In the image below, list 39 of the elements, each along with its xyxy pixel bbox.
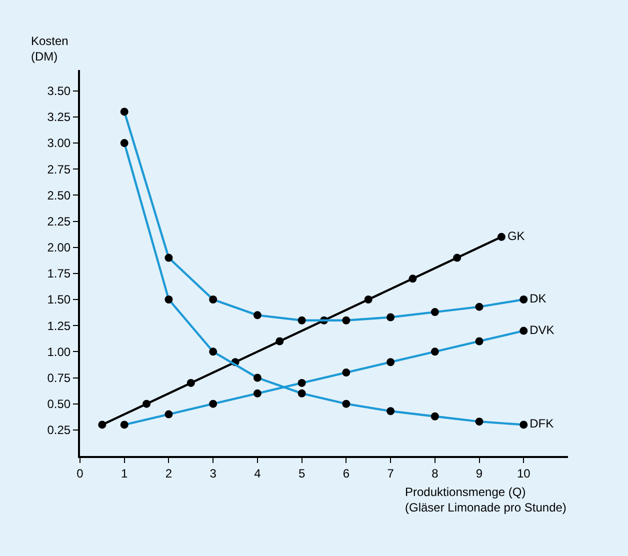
point: [142, 400, 151, 408]
x-tick-label: 0: [76, 466, 84, 480]
x-tick-label: 10: [516, 466, 531, 480]
y-tick-label: 1.00: [47, 344, 71, 359]
series-label: DVK: [530, 322, 554, 337]
series-label: GK: [507, 228, 525, 243]
point: [276, 337, 284, 346]
y-axis-title: Kosten (DM): [31, 34, 68, 64]
x-tick-label: 4: [254, 466, 262, 480]
point: [408, 274, 417, 283]
x-tick-label: 8: [432, 466, 439, 480]
point: [98, 420, 106, 429]
x-tick-label: 2: [165, 466, 172, 480]
y-tick-label: 0.50: [47, 397, 71, 412]
x-tick-label: 1: [121, 466, 128, 480]
y-tick-label: 2.00: [47, 240, 71, 255]
x-tick-label: 9: [476, 466, 483, 480]
point: [497, 232, 506, 241]
y-tick-label: 1.50: [47, 292, 71, 307]
y-tick-label: 1.25: [47, 318, 71, 333]
y-tick-label: 2.25: [47, 214, 71, 228]
y-tick-label: 3.00: [47, 136, 71, 150]
point: [186, 378, 195, 387]
x-tick-label: 3: [210, 466, 217, 480]
point: [453, 254, 462, 262]
y-tick-label: 0.75: [47, 370, 71, 385]
y-tick-label: 3.50: [47, 84, 71, 98]
x-tick-label: 6: [342, 466, 350, 480]
y-tick-label: 2.50: [47, 188, 71, 202]
y-tick-label: 1.75: [47, 266, 71, 281]
y-tick-label: 2.75: [47, 162, 71, 176]
series-label: DFK: [530, 416, 554, 431]
y-tick-label: 3.25: [47, 110, 71, 124]
x-axis-title: Produktionsmenge (Q) (Gläser Limonade pro Stunde): [405, 485, 566, 515]
y-tick-label: 0.25: [47, 423, 71, 438]
x-tick-label: 5: [298, 466, 306, 480]
point: [364, 296, 372, 304]
series-label: DK: [530, 292, 546, 306]
x-tick-label: 7: [387, 466, 394, 480]
